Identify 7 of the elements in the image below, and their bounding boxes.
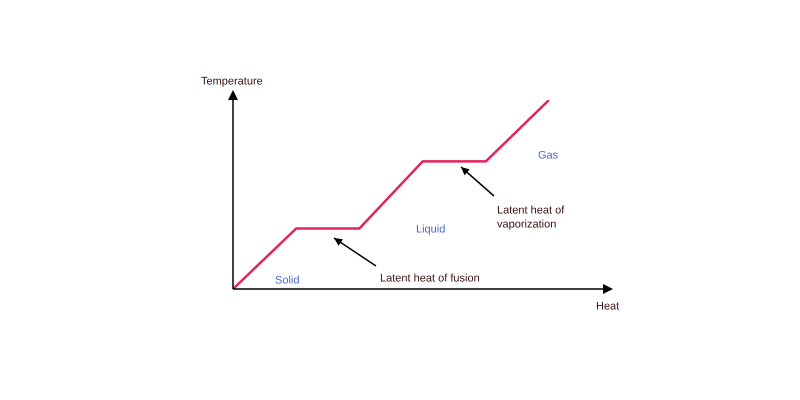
y-axis-title: Temperature — [201, 76, 263, 88]
x-axis-title: Heat — [596, 300, 620, 313]
annotation: Latent heat of fusion — [380, 272, 480, 285]
annotation: Latent heat of vaporization — [497, 204, 566, 231]
annotation: Gas — [538, 150, 559, 162]
annotation: Solid — [275, 274, 300, 287]
annotation: Liquid — [416, 224, 446, 236]
